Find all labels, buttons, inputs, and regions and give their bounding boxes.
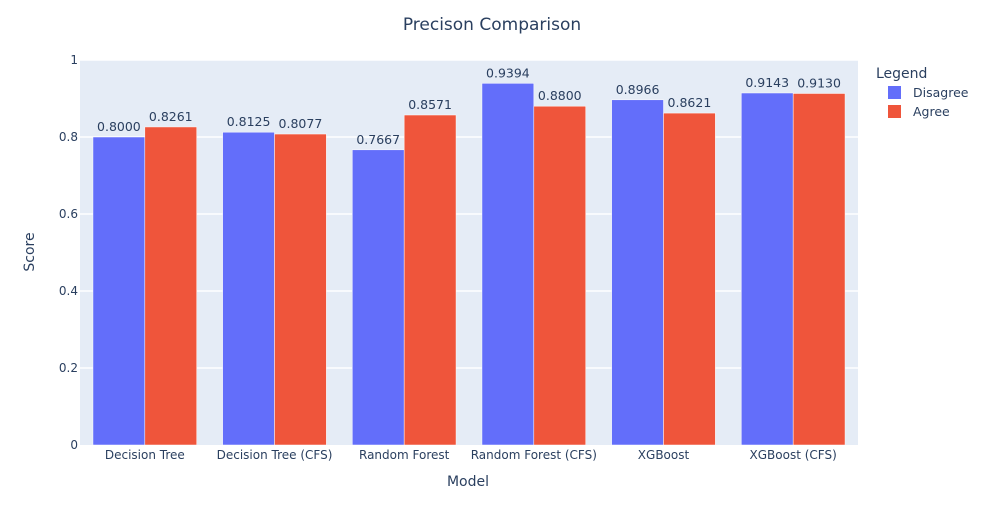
x-axis-ticks: Decision Tree Decision Tree (CFS) Random F…: [105, 448, 837, 462]
y-tick-label: 0.2: [59, 361, 78, 375]
bar-disagree-5: [741, 92, 794, 446]
legend-label: Agree: [913, 104, 950, 119]
y-tick-label: 0.4: [59, 284, 78, 298]
bar-agree-1: [274, 133, 327, 446]
legend[interactable]: Legend Disagree Agree: [876, 66, 969, 119]
legend-swatch: [888, 105, 901, 118]
x-tick-label: Decision Tree: [105, 448, 185, 462]
bars: [92, 83, 846, 446]
y-tick-label: 0.6: [59, 207, 78, 221]
bar-disagree-4: [611, 99, 664, 446]
data-labels: 0.8000 0.8261 0.8125 0.8077 0.7667 0.8571 0.93…: [97, 65, 841, 146]
y-tick-label: 0: [70, 438, 78, 452]
x-axis-title: Model: [447, 474, 489, 490]
bar-disagree-0: [92, 136, 146, 446]
y-tick-label: 1: [70, 53, 78, 67]
bar-disagree-2: [352, 149, 405, 446]
data-label: 0.8077: [279, 116, 323, 131]
bar-agree-4: [663, 112, 716, 446]
legend-swatch: [888, 86, 901, 99]
y-axis-ticks: 0 0.2 0.4 0.6 0.8 1: [59, 53, 78, 452]
data-label: 0.8571: [408, 97, 452, 112]
gridlines: [80, 59, 858, 369]
bar-agree-3: [533, 105, 586, 446]
bar-agree-5: [792, 93, 846, 446]
legend-label: Disagree: [913, 85, 969, 100]
bar-disagree-1: [222, 131, 275, 446]
bar-agree-0: [144, 126, 197, 446]
x-tick-label: XGBoost: [638, 448, 690, 462]
x-tick-label: Random Forest (CFS): [471, 448, 597, 462]
data-label: 0.9394: [486, 65, 530, 80]
data-label: 0.8621: [668, 95, 712, 110]
data-label: 0.7667: [356, 132, 400, 147]
plot-area: [80, 60, 858, 445]
data-label: 0.8800: [538, 88, 582, 103]
bar-agree-2: [403, 114, 457, 446]
x-tick-label: Random Forest: [359, 448, 450, 462]
legend-item-agree[interactable]: Agree: [888, 104, 950, 119]
data-label: 0.8261: [149, 109, 193, 124]
data-label: 0.9130: [797, 75, 841, 90]
data-label: 0.8000: [97, 119, 141, 134]
data-label: 0.9143: [745, 75, 789, 90]
y-axis-title: Score: [22, 232, 38, 271]
data-label: 0.8966: [616, 82, 660, 97]
chart-title: Precison Comparison: [403, 15, 581, 35]
data-label: 0.8125: [227, 114, 271, 129]
x-tick-label: XGBoost (CFS): [750, 448, 837, 462]
legend-item-disagree[interactable]: Disagree: [888, 85, 969, 100]
x-tick-label: Decision Tree (CFS): [217, 448, 333, 462]
legend-title: Legend: [876, 66, 927, 82]
y-tick-label: 0.8: [59, 130, 78, 144]
bar-disagree-3: [481, 83, 535, 446]
